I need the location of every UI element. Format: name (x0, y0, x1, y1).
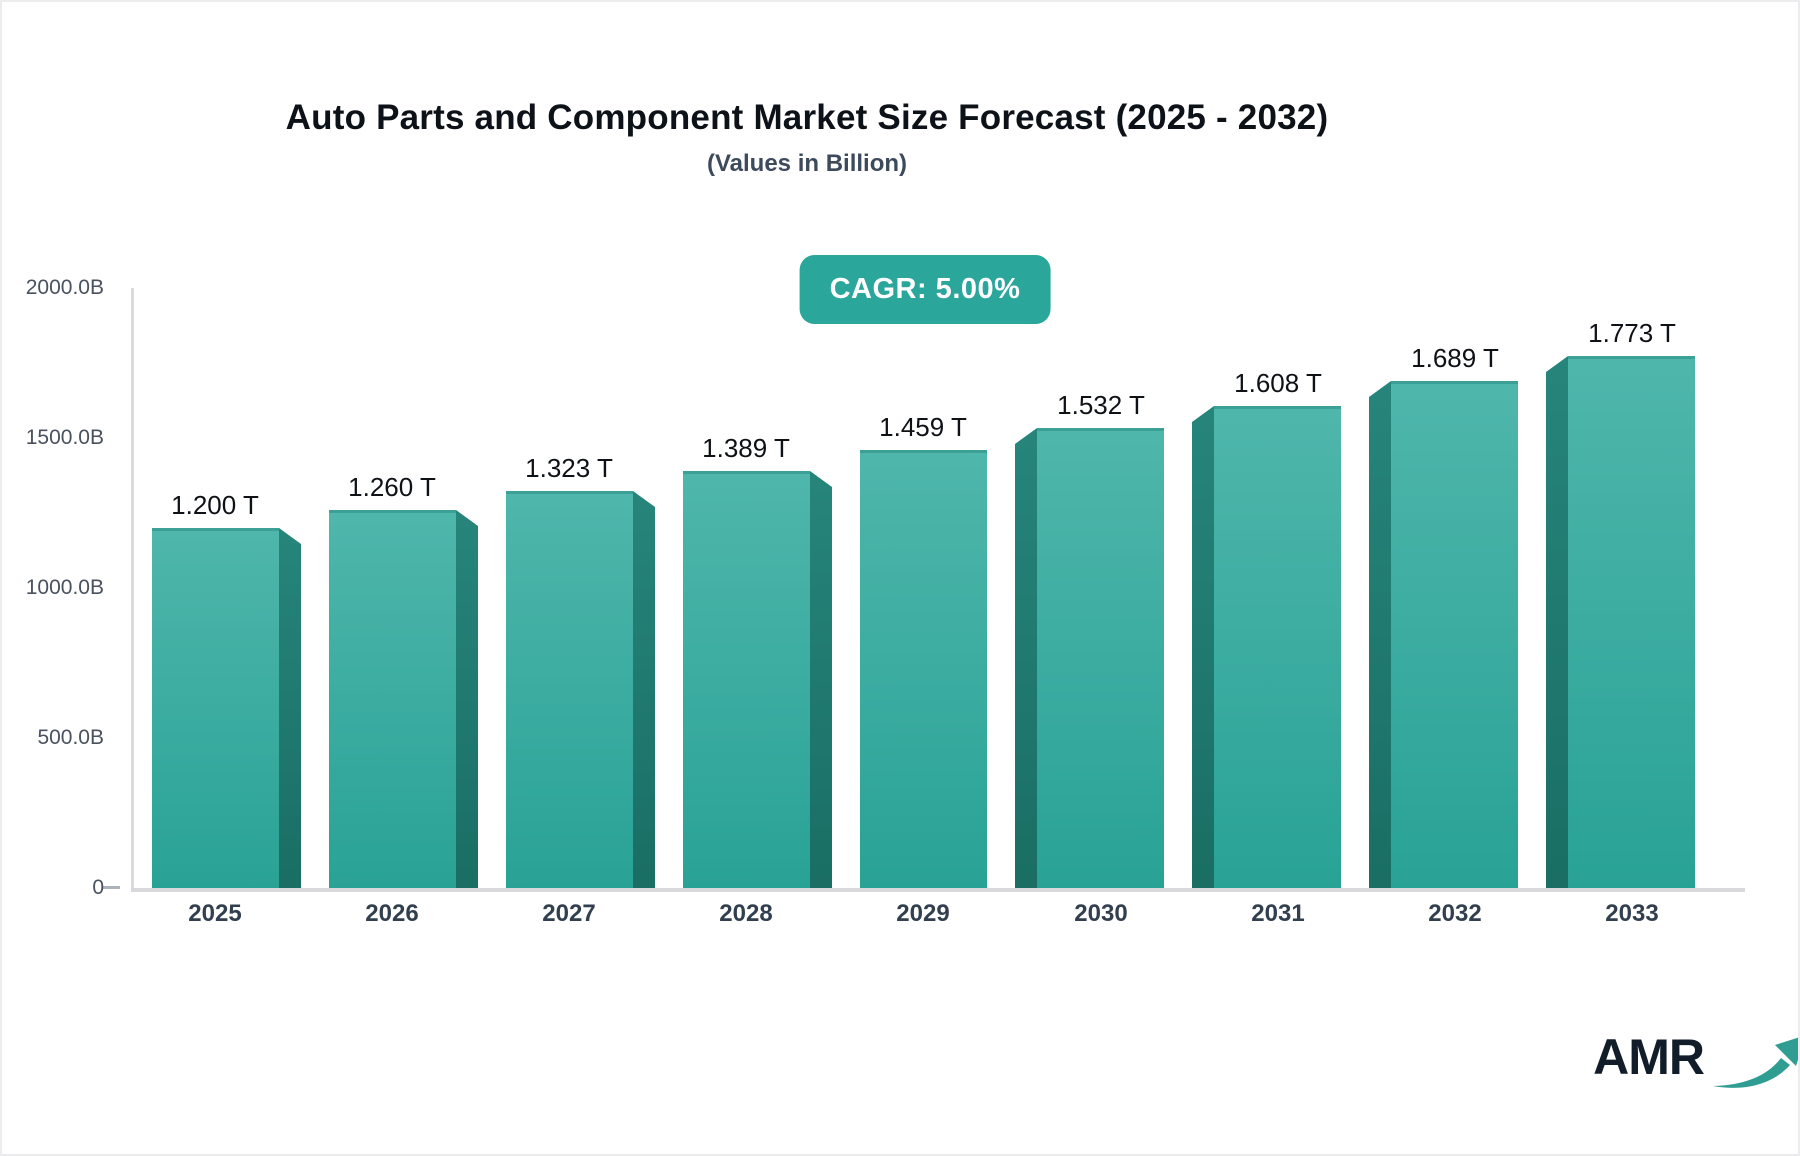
chart-subtitle: (Values in Billion) (706, 150, 908, 177)
x-axis-label-2028: 2028 (719, 900, 773, 927)
bar-2028 (683, 471, 810, 888)
chart-title: Auto Parts and Component Market Size For… (285, 98, 1329, 137)
cagr-badge: CAGR: 5.00% (799, 255, 1051, 324)
bar-side-face-2031 (1192, 406, 1214, 888)
x-axis-label-2029: 2029 (896, 900, 950, 927)
bar-2030 (1037, 428, 1164, 888)
x-axis-label-2026: 2026 (365, 900, 419, 927)
x-axis-label-2030: 2030 (1074, 900, 1128, 927)
y-axis-label-1500.0B: 1500.0B (25, 426, 104, 449)
y-axis-label-2000.0B: 2000.0B (25, 276, 104, 299)
x-axis-label-2031: 2031 (1251, 900, 1305, 927)
bar-value-label-2032: 1.689 T (1411, 343, 1499, 373)
bar-2027 (506, 491, 633, 888)
bar-2026 (329, 510, 456, 888)
bar-2031 (1214, 406, 1341, 888)
y-axis-label-500.0B: 500.0B (37, 726, 104, 749)
y-axis-line (131, 288, 134, 889)
bar-value-label-2030: 1.532 T (1057, 390, 1145, 420)
y-axis-label-1000.0B: 1000.0B (25, 576, 104, 599)
bar-value-label-2033: 1.773 T (1588, 318, 1676, 348)
amr-logo-text: AMR (1593, 1029, 1705, 1085)
x-axis-label-2027: 2027 (542, 900, 596, 927)
y-axis-label-0: 0 (92, 876, 104, 899)
bar-side-face-2030 (1015, 428, 1037, 888)
x-axis-line (131, 888, 1745, 892)
bar-side-face-2025 (279, 528, 301, 888)
bar-side-face-2027 (633, 491, 655, 888)
amr-logo: AMR (1593, 1028, 1798, 1098)
bar-value-label-2031: 1.608 T (1234, 368, 1322, 398)
bar-2025 (152, 528, 279, 888)
bar-2029 (860, 450, 987, 888)
bar-2033 (1568, 356, 1695, 888)
bar-value-label-2025: 1.200 T (171, 490, 259, 520)
x-axis-label-2033: 2033 (1605, 900, 1659, 927)
bar-side-face-2032 (1369, 381, 1391, 888)
bar-value-label-2029: 1.459 T (879, 412, 967, 442)
bar-value-label-2026: 1.260 T (348, 472, 436, 502)
zero-tick-mark (102, 886, 120, 889)
x-axis-label-2032: 2032 (1428, 900, 1482, 927)
bar-side-face-2026 (456, 510, 478, 888)
bar-2032 (1391, 381, 1518, 888)
bar-value-label-2027: 1.323 T (525, 453, 613, 483)
x-axis-label-2025: 2025 (188, 900, 242, 927)
trend-up-arrow-icon (1713, 1037, 1798, 1088)
bar-value-label-2028: 1.389 T (702, 433, 790, 463)
bar-side-face-2028 (810, 471, 832, 888)
bar-side-face-2033 (1546, 356, 1568, 888)
